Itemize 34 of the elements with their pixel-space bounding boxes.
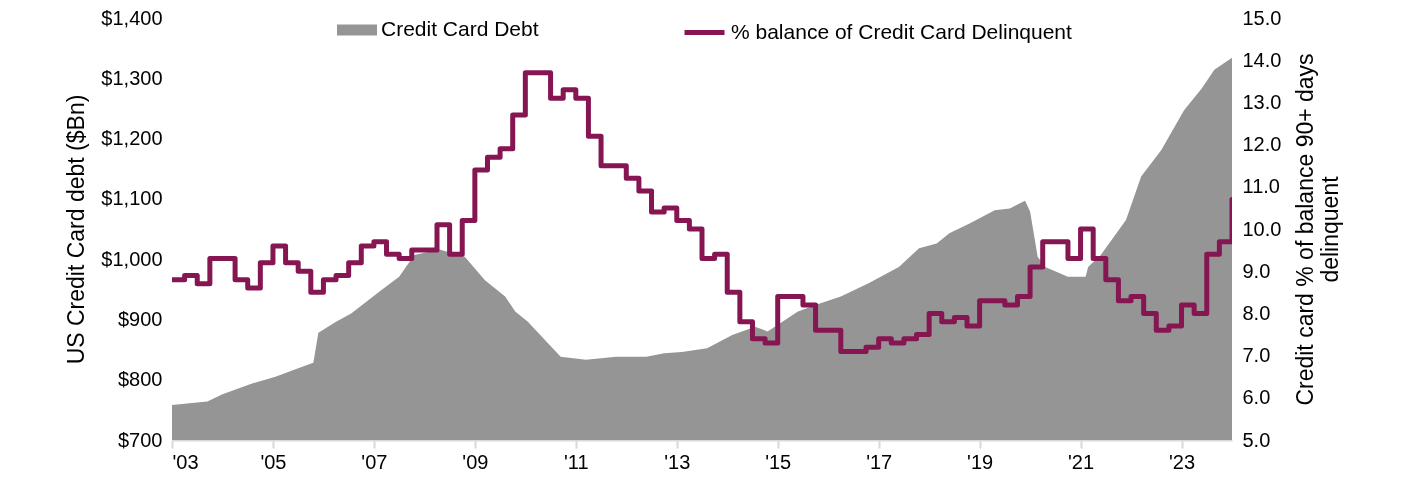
y-axis-title: US Credit Card debt ($Bn) — [63, 94, 90, 365]
y2-tick-label: 10.0 — [1242, 217, 1282, 240]
y2-tick-label: 5.0 — [1242, 428, 1271, 451]
y2-tick-label: 13.0 — [1242, 90, 1282, 113]
y-tick-label: $1,100 — [101, 187, 163, 210]
y-tick-label: $700 — [118, 428, 163, 451]
y2-axis-title: Credit card % of balance 90+ days delinquent — [1292, 53, 1344, 406]
y2-tick-label: 11.0 — [1242, 175, 1280, 198]
x-tick-label: '07 — [361, 450, 388, 473]
x-tick-label: '15 — [765, 450, 792, 473]
x-tick-label: '23 — [1168, 450, 1196, 473]
y2-tick-label: 12.0 — [1242, 133, 1282, 156]
x-tick-label: '11 — [564, 450, 589, 473]
y-tick-label: $900 — [118, 307, 163, 330]
legend-label: % balance of Credit Card Delinquent — [731, 19, 1073, 43]
x-tick-label: '03 — [172, 450, 199, 473]
y2-tick-label: 8.0 — [1242, 301, 1271, 324]
y-tick-label: $1,400 — [101, 6, 163, 29]
y-tick-label: $800 — [118, 368, 163, 391]
x-tick-label: '21 — [1068, 450, 1095, 473]
x-tick-label: '13 — [664, 450, 691, 473]
y-tick-label: $1,000 — [101, 247, 163, 270]
x-tick-label: '05 — [260, 450, 287, 473]
x-tick-label: '19 — [967, 450, 994, 473]
y2-tick-label: 14.0 — [1242, 48, 1282, 71]
y2-tick-label: 7.0 — [1242, 344, 1271, 367]
x-tick-label: '09 — [462, 450, 489, 473]
y-tick-label: $1,300 — [101, 66, 163, 89]
y2-tick-label: 6.0 — [1242, 386, 1271, 409]
y2-tick-label: 9.0 — [1242, 259, 1271, 282]
legend-label: Credit Card Debt — [381, 17, 539, 40]
y-tick-label: $1,200 — [101, 127, 163, 150]
y2-tick-label: 15.0 — [1242, 6, 1282, 29]
x-tick-label: '17 — [866, 450, 893, 473]
